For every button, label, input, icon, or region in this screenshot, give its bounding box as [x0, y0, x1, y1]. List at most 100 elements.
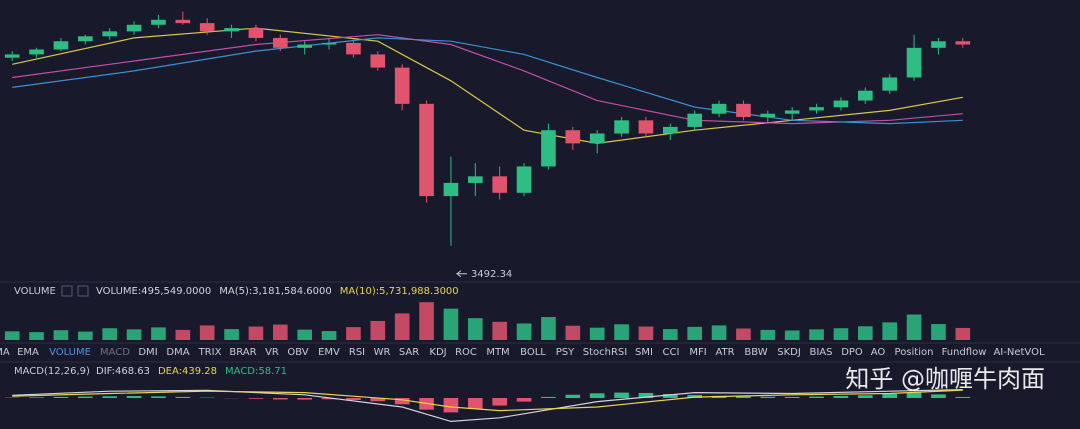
candle-body — [102, 31, 117, 37]
macd-bar — [151, 396, 166, 398]
volume-bar — [589, 327, 605, 340]
volume-bar — [516, 323, 532, 340]
indicator-tab[interactable]: BRAR — [229, 347, 256, 358]
indicator-tab[interactable]: SAR — [399, 347, 419, 358]
macd-bar — [565, 394, 581, 398]
macd-bar — [443, 398, 459, 413]
macd-bar — [53, 396, 69, 398]
macd-bar — [346, 398, 361, 400]
volume-bar — [638, 326, 654, 340]
candle-body — [126, 24, 142, 32]
volume-bar — [833, 328, 849, 340]
macd-bar — [858, 395, 873, 398]
indicator-tab[interactable]: WR — [374, 347, 391, 358]
macd-bar — [468, 398, 483, 409]
line — [12, 34, 963, 125]
indicator-tab[interactable]: DPO — [841, 347, 863, 358]
candle-body — [858, 90, 873, 101]
macd-bar — [126, 396, 142, 398]
volume-bar — [126, 329, 142, 340]
indicator-tab[interactable]: MFI — [689, 347, 706, 358]
indicator-tab[interactable]: BOLL — [520, 347, 546, 358]
volume-bar — [614, 324, 629, 340]
indicator-tab[interactable]: ATR — [715, 347, 734, 358]
indicator-tab[interactable]: AO — [871, 347, 886, 358]
candle-body — [4, 54, 20, 58]
indicator-tab[interactable]: RSI — [349, 347, 365, 358]
volume-bar — [443, 308, 459, 340]
indicator-tab[interactable]: CCI — [663, 347, 680, 358]
candle-body — [541, 130, 556, 167]
macd-bar — [638, 392, 654, 398]
close-icon[interactable] — [77, 285, 89, 297]
volume-title: VOLUME — [14, 286, 56, 297]
candle-body — [346, 42, 361, 55]
macd-bar — [955, 396, 971, 398]
indicator-tab[interactable]: SKDJ — [777, 347, 801, 358]
indicator-tab[interactable]: AI-NetVOL — [993, 347, 1044, 358]
indicator-tab[interactable]: DMA — [166, 347, 189, 358]
candle-body — [931, 41, 946, 48]
volume-bar — [346, 327, 361, 340]
indicator-tab[interactable]: VOLUME — [49, 347, 91, 358]
indicator-tab[interactable]: BBW — [744, 347, 767, 358]
indicator-tab[interactable]: MACD — [100, 347, 130, 358]
volume-bar — [760, 329, 776, 340]
volume-bar — [858, 326, 873, 340]
candle-body — [784, 110, 800, 114]
candle-body — [151, 19, 166, 25]
candle-body — [321, 42, 337, 45]
indicator-tab[interactable]: Fundflow — [942, 347, 987, 358]
indicator-label: DIF:468.63 — [96, 366, 150, 377]
candle-body — [638, 120, 654, 134]
indicator-tab[interactable]: KDJ — [429, 347, 446, 358]
volume-bar — [419, 302, 434, 340]
candle-body — [760, 113, 776, 118]
indicator-tab[interactable]: MA — [0, 347, 10, 358]
candle-body — [29, 49, 44, 55]
indicator-tab[interactable]: ROC — [455, 347, 477, 358]
candle-body — [663, 126, 678, 134]
watermark: 知乎 @咖喱牛肉面 — [845, 365, 1045, 393]
indicator-tab[interactable]: SMI — [635, 347, 653, 358]
macd-bar — [687, 394, 702, 398]
indicator-tab[interactable]: PSY — [556, 347, 575, 358]
macd-bar — [102, 396, 117, 398]
candle-body — [199, 23, 215, 32]
indicator-label: VOLUME:495,549.0000 — [96, 286, 211, 297]
volume-bar — [565, 325, 581, 340]
line — [12, 389, 963, 412]
indicator-tab[interactable]: VR — [265, 347, 279, 358]
candle-body — [955, 41, 971, 45]
indicator-tab[interactable]: EMA — [17, 347, 39, 358]
settings-icon[interactable] — [61, 285, 73, 297]
macd-bar — [492, 398, 507, 406]
indicator-tab[interactable]: TRIX — [198, 347, 222, 358]
volume-bar — [955, 327, 971, 340]
line — [12, 37, 963, 125]
volume-bar — [541, 317, 556, 340]
volume-bar — [492, 321, 507, 340]
candle-body — [53, 41, 69, 50]
indicator-tab[interactable]: Position — [895, 347, 934, 358]
volume-bar — [151, 327, 166, 340]
macd-bar — [370, 398, 386, 402]
candle-body — [711, 103, 727, 114]
indicator-tab[interactable]: OBV — [287, 347, 308, 358]
indicator-tab[interactable]: MTM — [486, 347, 509, 358]
indicator-tab[interactable]: DMI — [138, 347, 157, 358]
macd-bar — [394, 398, 410, 405]
candle-body — [565, 130, 581, 144]
indicator-tab[interactable]: EMV — [318, 347, 340, 358]
low-label: 3492.34 — [471, 269, 512, 280]
candle-body — [224, 28, 239, 32]
macd-bar — [760, 396, 776, 398]
line — [12, 389, 963, 423]
arrow-head — [456, 270, 462, 278]
volume-bar — [102, 328, 117, 340]
indicator-tab[interactable]: StochRSI — [583, 347, 627, 358]
indicator-tab[interactable]: BIAS — [810, 347, 833, 358]
candle-body — [882, 77, 897, 91]
volume-bar — [663, 329, 678, 340]
line — [12, 27, 963, 145]
